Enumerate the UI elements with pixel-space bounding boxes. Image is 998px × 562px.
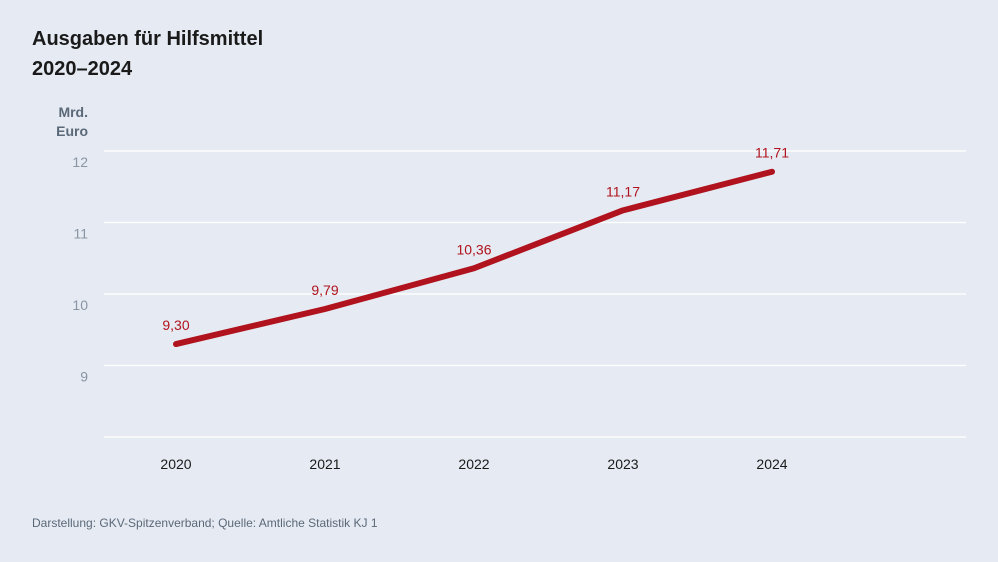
x-tick-label: 2023 <box>607 456 638 472</box>
data-label: 9,30 <box>162 317 189 333</box>
x-tick-label: 2024 <box>756 456 787 472</box>
data-label: 11,71 <box>755 145 789 161</box>
series-line <box>173 168 775 348</box>
data-label: 10,36 <box>456 241 491 257</box>
data-label: 9,79 <box>311 282 338 298</box>
y-unit-line-2: Euro <box>56 123 88 139</box>
chart-title-block: Ausgaben für Hilfsmittel 2020–2024 <box>32 24 263 84</box>
data-label: 11,17 <box>606 183 640 199</box>
y-axis-unit-label: Mrd. Euro <box>40 103 88 141</box>
y-tick-label: 10 <box>72 297 88 313</box>
x-tick-label: 2022 <box>458 456 489 472</box>
source-note: Darstellung: GKV-Spitzenverband; Quelle:… <box>32 516 378 530</box>
y-tick-label: 12 <box>72 154 88 170</box>
chart-subtitle: 2020–2024 <box>32 58 133 80</box>
chart-title: Ausgaben für Hilfsmittel <box>32 28 264 50</box>
y-tick-label: 9 <box>80 369 88 385</box>
y-tick-label: 11 <box>73 226 88 242</box>
x-tick-label: 2020 <box>160 456 191 472</box>
y-unit-line-1: Mrd. <box>58 104 88 120</box>
x-tick-label: 2021 <box>309 456 340 472</box>
